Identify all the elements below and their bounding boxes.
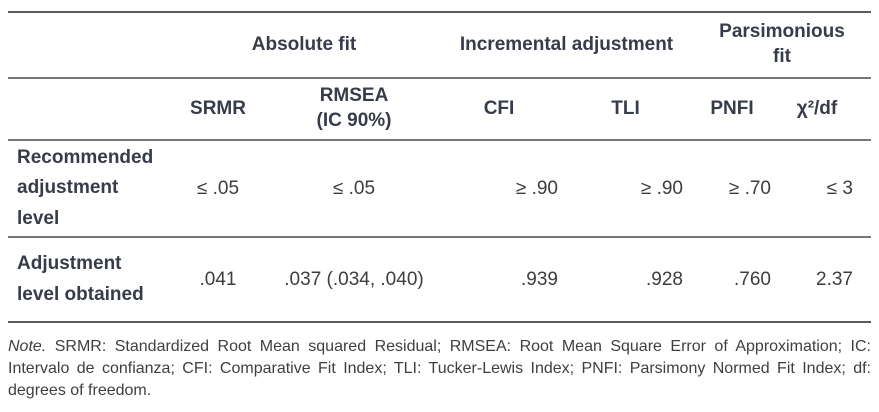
column-header-pnfi: PNFI (693, 78, 781, 141)
group-header-parsimonious-fit: Parsimonious fit (693, 12, 871, 79)
cell-recommended-chi2df: ≤ 3 (781, 140, 871, 238)
corner-cell (8, 12, 168, 79)
cell-recommended-pnfi: ≥ .70 (693, 140, 781, 238)
corner-cell (8, 78, 168, 141)
cell-obtained-srmr: .041 (168, 237, 268, 323)
table-row-recommended: Recommended adjustment level ≤ .05 ≤ .05… (8, 140, 871, 238)
column-header-rmsea: RMSEA (IC 90%) (268, 78, 440, 141)
row-label-recommended: Recommended adjustment level (8, 140, 168, 238)
cell-recommended-srmr: ≤ .05 (168, 140, 268, 238)
fit-indices-table: Absolute fit Incremental adjustment Pars… (8, 11, 871, 323)
table-note: Note. SRMR: Standardized Root Mean squar… (8, 336, 871, 402)
group-header-row: Absolute fit Incremental adjustment Pars… (8, 12, 871, 79)
cell-recommended-rmsea: ≤ .05 (268, 140, 440, 238)
cell-obtained-cfi: .939 (440, 237, 568, 323)
table-row-obtained: Adjustment level obtained .041 .037 (.03… (8, 237, 871, 323)
column-header-chi2df: χ²/df (781, 78, 871, 141)
group-header-absolute-fit: Absolute fit (168, 12, 440, 79)
column-header-srmr: SRMR (168, 78, 268, 141)
row-label-obtained: Adjustment level obtained (8, 237, 168, 323)
cell-recommended-tli: ≥ .90 (568, 140, 693, 238)
column-header-tli: TLI (568, 78, 693, 141)
note-text: SRMR: Standardized Root Mean squared Res… (8, 338, 871, 399)
note-label: Note. (8, 338, 47, 355)
column-header-row: SRMR RMSEA (IC 90%) CFI TLI PNFI χ²/df (8, 78, 871, 141)
cell-obtained-rmsea: .037 (.034, .040) (268, 237, 440, 323)
group-header-incremental-adjustment: Incremental adjustment (440, 12, 693, 79)
cell-obtained-tli: .928 (568, 237, 693, 323)
column-header-cfi: CFI (440, 78, 568, 141)
cell-obtained-chi2df: 2.37 (781, 237, 871, 323)
cell-obtained-pnfi: .760 (693, 237, 781, 323)
cell-recommended-cfi: ≥ .90 (440, 140, 568, 238)
paper-table-page: Absolute fit Incremental adjustment Pars… (8, 11, 871, 402)
